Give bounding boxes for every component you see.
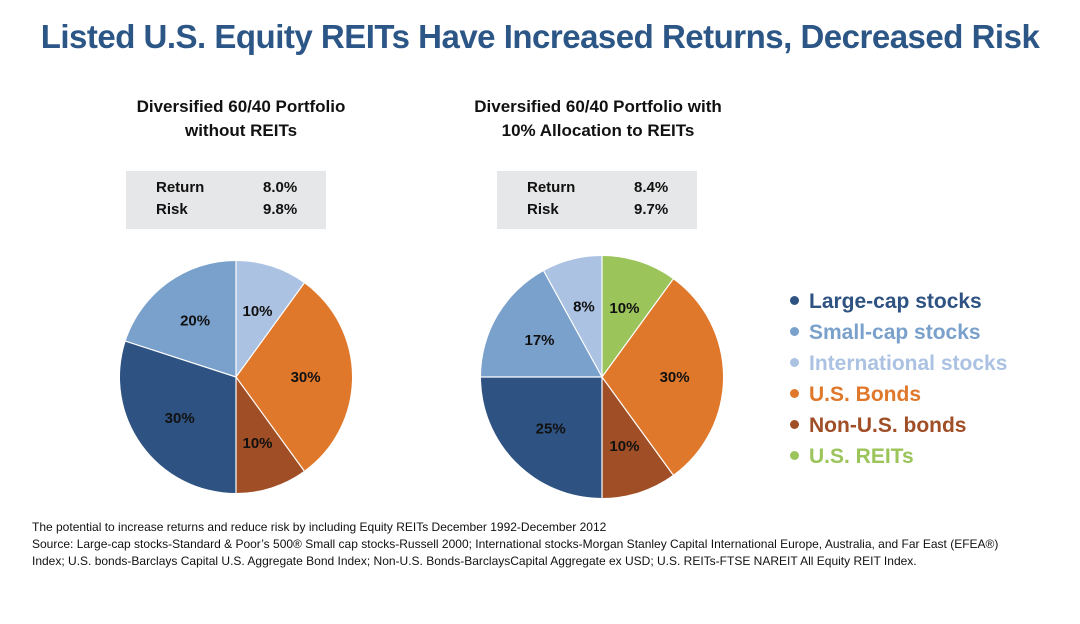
legend-label: Non-U.S. bonds: [809, 414, 967, 437]
chart-2-title-line-2: 10% Allocation to REITs: [501, 121, 695, 140]
legend-bullet-icon: [790, 388, 799, 398]
chart-2-return-label: Return: [527, 179, 576, 196]
legend-label: U.S. REITs: [809, 445, 914, 468]
pie-1-slice-non-u-s-bonds: [236, 377, 305, 493]
legend-bullet-icon: [790, 295, 799, 305]
legend-bullet-icon: [790, 419, 799, 429]
legend-bullet-icon: [790, 326, 799, 336]
legend-bullet-icon: [790, 357, 799, 367]
page-title: Listed U.S. Equity REITs Have Increased …: [40, 18, 1040, 55]
footnote-line-3: Index; U.S. bonds-Barclays Capital U.S. …: [32, 554, 917, 568]
pie-2-slice-non-u-s-bonds: [602, 377, 674, 498]
pie-2-label-u-s-reits: 10%: [609, 300, 639, 317]
pie-slice-divider: [601, 278, 674, 378]
chart-1-title-line-1: Diversified 60/40 Portfolio: [136, 97, 346, 116]
pie-1-label-non-u-s-bonds: 10%: [242, 435, 272, 452]
chart-1-title: Diversified 60/40 Portfolio without REIT…: [91, 95, 391, 143]
chart-2-risk-label: Risk: [527, 201, 559, 218]
pie-1-label-u-s-bonds: 30%: [291, 369, 321, 386]
pie-1-slice-international-stocks: [236, 261, 305, 377]
pie-2-slice-large-cap-stocks: [481, 377, 602, 498]
legend-item-non-u-s-bonds: Non-U.S. bonds: [790, 414, 1007, 445]
legend-label: Small-cap stocks: [809, 321, 981, 344]
chart-1-title-line-2: without REITs: [184, 121, 298, 140]
chart-1-stats-box: Return 8.0% Risk 9.8%: [126, 171, 326, 229]
pie-2-slice-small-cap-stocks: [481, 270, 602, 377]
pie-slice-divider: [235, 376, 305, 472]
chart-1-return-value: 8.0%: [263, 179, 298, 196]
chart-1-return-label: Return: [156, 179, 205, 196]
legend-label: International stocks: [809, 352, 1008, 375]
pie-1-slice-small-cap-stocks: [125, 261, 236, 377]
footnote-line-1: The potential to increase returns and re…: [32, 520, 607, 534]
pie-1-label-large-cap-stocks: 30%: [165, 410, 195, 427]
legend-item-large-cap-stocks: Large-cap stocks: [790, 290, 1007, 321]
pie-2-label-large-cap-stocks: 25%: [536, 420, 566, 437]
pie-2-label-non-u-s-bonds: 10%: [609, 438, 639, 455]
pie-2-label-u-s-bonds: 30%: [660, 369, 690, 386]
chart-2-return-value: 8.4%: [634, 179, 669, 196]
legend: Large-cap stocks Small-cap stocks Internat…: [790, 290, 1007, 476]
pie-2-slice-u-s-reits: [602, 256, 674, 377]
pie-slice-divider: [235, 282, 305, 378]
pie-2-slice-u-s-bonds: [602, 279, 723, 475]
pie-slice-divider: [125, 340, 237, 378]
legend-label: Large-cap stocks: [809, 290, 982, 313]
legend-label: U.S. Bonds: [809, 383, 922, 406]
pie-slice-divider: [543, 270, 603, 378]
chart-2-stats-box: Return 8.4% Risk 9.7%: [497, 171, 697, 229]
legend-bullet-icon: [790, 450, 799, 460]
pie-1-label-international-stocks: 10%: [242, 303, 272, 320]
chart-2-risk-value: 9.7%: [634, 201, 669, 218]
pie-1-slice-u-s-bonds: [236, 283, 352, 471]
pie-slice-divider: [601, 376, 674, 476]
pie-1-label-small-cap-stocks: 20%: [180, 313, 210, 330]
footnote: The potential to increase returns and re…: [32, 519, 1062, 570]
legend-item-small-cap-stocks: Small-cap stocks: [790, 321, 1007, 352]
pie-1-slice-large-cap-stocks: [120, 341, 236, 493]
pie-2-label-small-cap-stocks: 17%: [524, 332, 554, 349]
pie-2-slice-international-stocks: [543, 256, 602, 377]
legend-item-u-s-bonds: U.S. Bonds: [790, 383, 1007, 414]
legend-item-u-s-reits: U.S. REITs: [790, 445, 1007, 476]
chart-2-title-line-1: Diversified 60/40 Portfolio with: [474, 97, 722, 116]
pie-2-label-international-stocks: 8%: [573, 299, 595, 316]
chart-1-risk-value: 9.8%: [263, 201, 298, 218]
chart-2-title: Diversified 60/40 Portfolio with 10% All…: [448, 95, 748, 143]
footnote-line-2: Source: Large-cap stocks-Standard & Poor…: [32, 537, 999, 551]
chart-1-risk-label: Risk: [156, 201, 188, 218]
legend-item-international-stocks: International stocks: [790, 352, 1007, 383]
